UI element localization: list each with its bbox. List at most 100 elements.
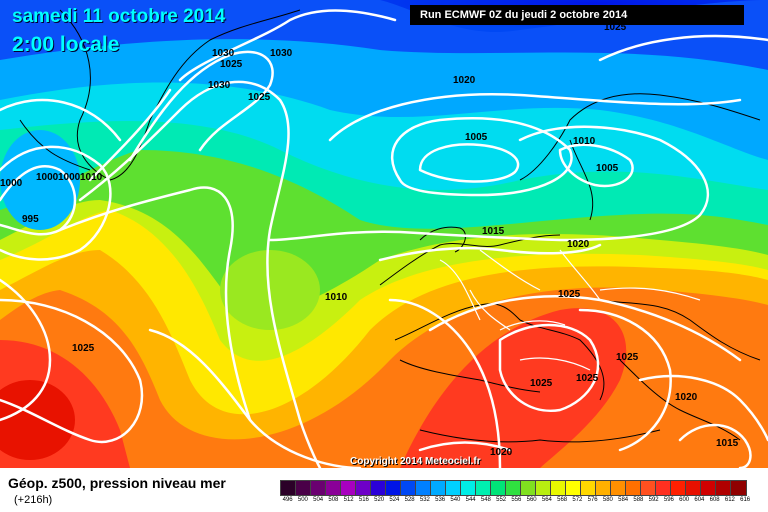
color-scale-tick: 564 bbox=[541, 497, 552, 503]
color-swatch bbox=[311, 481, 326, 495]
color-swatch bbox=[326, 481, 341, 495]
color-swatch bbox=[446, 481, 461, 495]
color-scale-tick: 596 bbox=[663, 497, 674, 503]
borders bbox=[439, 249, 701, 371]
copyright-text: Copyright 2014 Meteociel.fr bbox=[350, 456, 481, 467]
isobar-label: 1025 bbox=[72, 343, 95, 354]
isobar-label: 1005 bbox=[596, 163, 619, 174]
color-scale-tick: 584 bbox=[618, 497, 629, 503]
color-swatch bbox=[611, 481, 626, 495]
isobar-label: 1000 bbox=[0, 178, 23, 189]
color-swatch bbox=[431, 481, 446, 495]
color-scale-tick: 544 bbox=[465, 497, 476, 503]
color-swatch bbox=[521, 481, 536, 495]
isobar-label: 1005 bbox=[465, 132, 488, 143]
color-scale-tick: 576 bbox=[587, 497, 598, 503]
color-scale-ticks: 496 500 504 508 512 516 520 524 528 532 536 540 544 5… bbox=[280, 497, 753, 503]
color-scale-tick: 608 bbox=[709, 497, 720, 503]
isobar-label: 1015 bbox=[716, 438, 739, 449]
field-core-darkred bbox=[0, 380, 75, 460]
forecast-time-title: 2:00 locale bbox=[12, 33, 120, 56]
color-swatch bbox=[551, 481, 566, 495]
color-swatch bbox=[581, 481, 596, 495]
isobar-label: 1020 bbox=[675, 392, 698, 403]
legend-title: Géop. z500, pression niveau mer bbox=[8, 475, 226, 491]
isobar-label: 1000 bbox=[36, 172, 59, 183]
isobar-label: 1015 bbox=[482, 226, 505, 237]
color-swatch bbox=[386, 481, 401, 495]
color-scale-tick: 516 bbox=[358, 497, 369, 503]
color-swatch bbox=[656, 481, 671, 495]
color-swatch bbox=[641, 481, 656, 495]
color-scale-tick: 528 bbox=[404, 497, 415, 503]
color-scale-tick: 560 bbox=[526, 497, 537, 503]
color-scale-tick: 568 bbox=[557, 497, 568, 503]
color-scale-tick: 616 bbox=[740, 497, 751, 503]
color-scale-tick: 536 bbox=[435, 497, 446, 503]
coastlines bbox=[19, 9, 761, 443]
color-scale-tick: 524 bbox=[389, 497, 400, 503]
isobar-label: 1020 bbox=[453, 75, 476, 86]
run-info-label: Run ECMWF 0Z du jeudi 2 octobre 2014 bbox=[410, 5, 744, 25]
isobar-label: 1010 bbox=[80, 172, 103, 183]
color-swatch bbox=[596, 481, 611, 495]
color-scale-bar bbox=[280, 480, 747, 496]
isobar-label: 1000 bbox=[58, 172, 81, 183]
isobar-label: 1025 bbox=[220, 59, 243, 70]
color-scale-tick: 504 bbox=[313, 497, 324, 503]
isobar-label: 1025 bbox=[558, 289, 581, 300]
isobar-label: 1030 bbox=[270, 48, 293, 59]
color-swatch bbox=[476, 481, 491, 495]
weather-map: 1030 1030 1025 1030 1025 1020 1005 1010 … bbox=[0, 0, 768, 468]
color-scale-tick: 592 bbox=[648, 497, 659, 503]
legend-subtitle: (+216h) bbox=[14, 494, 53, 506]
color-swatch bbox=[491, 481, 506, 495]
color-swatch bbox=[566, 481, 581, 495]
color-scale-tick: 512 bbox=[343, 497, 354, 503]
isobars bbox=[0, 9, 768, 468]
color-swatch bbox=[536, 481, 551, 495]
color-swatch bbox=[281, 481, 296, 495]
color-scale-tick: 532 bbox=[419, 497, 430, 503]
isobar-label: 1025 bbox=[616, 352, 639, 363]
color-swatch bbox=[341, 481, 356, 495]
color-scale-tick: 520 bbox=[374, 497, 385, 503]
isobar-label: 1010 bbox=[573, 136, 596, 147]
color-swatch bbox=[701, 481, 716, 495]
color-swatch bbox=[416, 481, 431, 495]
color-scale-tick: 500 bbox=[297, 497, 308, 503]
isobar-label: 1020 bbox=[490, 447, 513, 458]
isobar-label: 1030 bbox=[208, 80, 231, 91]
isobar-label: 1025 bbox=[604, 22, 627, 33]
color-swatch bbox=[296, 481, 311, 495]
color-swatch bbox=[671, 481, 686, 495]
color-scale-tick: 548 bbox=[480, 497, 491, 503]
color-swatch bbox=[626, 481, 641, 495]
color-scale-tick: 508 bbox=[328, 497, 339, 503]
color-swatch bbox=[506, 481, 521, 495]
isobar-label: 1025 bbox=[530, 378, 553, 389]
color-scale-tick: 540 bbox=[450, 497, 461, 503]
color-scale-tick: 588 bbox=[633, 497, 644, 503]
isobar-label: 1020 bbox=[567, 239, 590, 250]
color-scale-tick: 552 bbox=[496, 497, 507, 503]
isobar-labels: 1030 1030 1025 1030 1025 1020 1005 1010 … bbox=[0, 22, 739, 458]
isobar-label: 1025 bbox=[248, 92, 271, 103]
color-scale-tick: 612 bbox=[724, 497, 735, 503]
isobar-label: 1010 bbox=[325, 292, 348, 303]
color-scale-tick: 496 bbox=[282, 497, 293, 503]
color-scale-tick: 580 bbox=[602, 497, 613, 503]
color-swatch bbox=[686, 481, 701, 495]
isobar-label: 1025 bbox=[576, 373, 599, 384]
color-swatch bbox=[461, 481, 476, 495]
isobar-label: 995 bbox=[22, 214, 39, 225]
color-scale-tick: 572 bbox=[572, 497, 583, 503]
color-scale-tick: 556 bbox=[511, 497, 522, 503]
color-scale-tick: 600 bbox=[679, 497, 690, 503]
color-swatch bbox=[716, 481, 731, 495]
color-swatch bbox=[731, 481, 746, 495]
color-swatch bbox=[371, 481, 386, 495]
isobar-label: 1030 bbox=[212, 48, 235, 59]
forecast-date-title: samedi 11 octobre 2014 bbox=[12, 6, 226, 27]
color-swatch bbox=[401, 481, 416, 495]
